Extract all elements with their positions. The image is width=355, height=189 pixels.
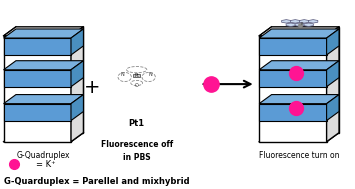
Text: O: O	[135, 83, 138, 88]
Polygon shape	[133, 74, 140, 77]
Polygon shape	[259, 104, 327, 121]
Text: N: N	[121, 72, 125, 77]
Text: Pt: Pt	[301, 22, 304, 26]
Polygon shape	[259, 70, 327, 87]
Text: G-Quadruplex: G-Quadruplex	[17, 151, 70, 160]
Polygon shape	[259, 61, 339, 70]
Polygon shape	[327, 27, 339, 142]
Text: Pt: Pt	[134, 73, 139, 78]
Polygon shape	[4, 29, 83, 38]
Polygon shape	[290, 20, 300, 23]
Polygon shape	[4, 61, 83, 70]
Polygon shape	[4, 70, 71, 87]
Polygon shape	[259, 38, 327, 55]
Polygon shape	[4, 38, 71, 55]
Polygon shape	[286, 23, 295, 26]
Polygon shape	[308, 20, 318, 23]
Text: G-Quarduplex = Parellel and mixhybrid: G-Quarduplex = Parellel and mixhybrid	[4, 177, 189, 186]
Polygon shape	[272, 27, 339, 133]
Polygon shape	[300, 20, 309, 23]
Polygon shape	[71, 27, 83, 142]
Polygon shape	[295, 23, 305, 26]
Polygon shape	[259, 94, 339, 104]
Polygon shape	[4, 27, 83, 36]
Text: N: N	[149, 72, 152, 77]
Polygon shape	[16, 27, 83, 133]
Text: +: +	[84, 78, 100, 97]
Polygon shape	[259, 29, 339, 38]
Polygon shape	[259, 27, 339, 36]
Polygon shape	[282, 20, 291, 23]
Polygon shape	[259, 36, 327, 142]
Polygon shape	[71, 61, 83, 87]
Text: Fluorescence turn on: Fluorescence turn on	[259, 151, 339, 160]
Text: = K⁺: = K⁺	[36, 160, 55, 169]
Text: Pt1: Pt1	[129, 119, 145, 128]
Polygon shape	[327, 29, 339, 55]
Polygon shape	[4, 94, 83, 104]
Polygon shape	[4, 104, 71, 121]
Text: Fluorescence off
in PBS: Fluorescence off in PBS	[100, 140, 173, 162]
Polygon shape	[304, 23, 313, 26]
Polygon shape	[327, 94, 339, 121]
Polygon shape	[4, 36, 71, 142]
Polygon shape	[71, 29, 83, 55]
Polygon shape	[71, 94, 83, 121]
Polygon shape	[327, 61, 339, 87]
